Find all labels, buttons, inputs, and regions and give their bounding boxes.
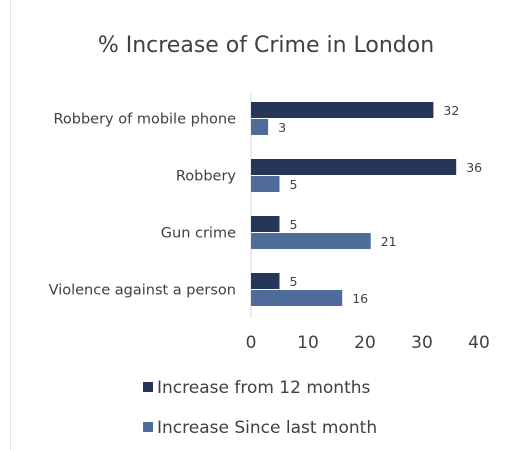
bar-series2 xyxy=(251,119,269,135)
data-label: 5 xyxy=(290,177,298,192)
x-tick-label: 40 xyxy=(468,333,490,353)
x-tick-label: 30 xyxy=(411,333,433,353)
data-label: 3 xyxy=(278,120,286,135)
legend-swatch xyxy=(143,382,153,392)
category-label: Robbery xyxy=(176,169,237,185)
data-label: 5 xyxy=(290,274,298,289)
chart-title: % Increase of Crime in London xyxy=(98,33,434,58)
x-tick-label: 10 xyxy=(297,333,319,353)
bar-series1 xyxy=(251,159,457,175)
bar-series2 xyxy=(251,176,280,192)
data-label: 5 xyxy=(290,217,298,232)
data-label: 36 xyxy=(466,160,482,175)
data-label: 16 xyxy=(352,291,368,306)
category-label: Robbery of mobile phone xyxy=(53,112,236,128)
frame-left-border xyxy=(10,0,11,450)
bar-series1 xyxy=(251,102,434,118)
legend-swatch xyxy=(143,422,153,432)
legend: Increase from 12 months Increase Since la… xyxy=(143,378,377,438)
category-label: Gun crime xyxy=(161,226,236,242)
data-label: 32 xyxy=(443,103,459,118)
bar-series2 xyxy=(251,290,343,306)
bar-series2 xyxy=(251,233,371,249)
x-tick-label: 20 xyxy=(354,333,376,353)
x-tick-label: 0 xyxy=(246,333,257,353)
legend-label: Increase Since last month xyxy=(157,418,377,438)
bar-series1 xyxy=(251,273,280,289)
bar-series1 xyxy=(251,216,280,232)
legend-label: Increase from 12 months xyxy=(157,378,371,398)
category-label: Violence against a person xyxy=(49,283,236,299)
plot-area: Robbery of mobile phone 32 3 Robbery 36 5 Gun … xyxy=(49,92,490,353)
data-label: 21 xyxy=(381,234,397,249)
